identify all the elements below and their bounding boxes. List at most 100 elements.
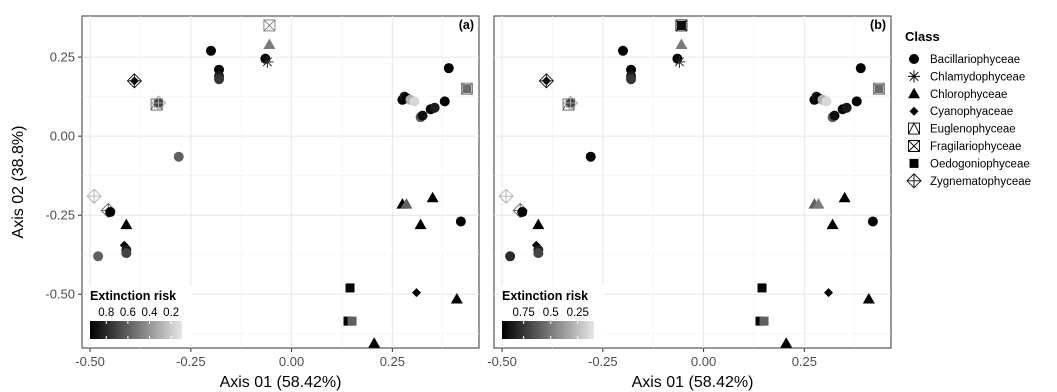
legend-key-triangle [908,87,920,99]
panel-a-y-axis-title: Axis 02 (38.8%) [10,126,27,239]
panel-b-point-circle [851,96,862,107]
panel-a-colorbar-gradient [90,321,182,339]
panel-a-point-triangle [400,198,413,209]
panel-a-point-circle [214,74,225,85]
panel-a-colorbar: Extinction risk 0.8 0.6 0.4 0.2 [86,286,192,344]
legend-key-circle [909,54,919,64]
panel-a-label: (a) [459,18,474,32]
legend-key-square [909,158,919,168]
panel-b-colorbar-tick-label: 0.25 [567,307,589,319]
panel-b-colorbar-title: Extinction risk [502,289,588,303]
panel-b-point-fragsquare [675,19,688,32]
panel-b-point-triangle [812,198,825,209]
panel-b-colorbar-tick-label: 0.75 [512,307,534,319]
panel-a-point-triangle [450,292,463,304]
panel-b-point-triangle [826,218,839,230]
legend-title: Class [905,29,940,44]
panel-b-point-triangle [780,337,793,348]
panel-a-point-triangle [368,337,381,348]
panel-b-x-tick-label: -0.50 [487,354,517,369]
panel-a-points [86,19,473,348]
legend-item-label: Bacillariophyceae [930,54,1020,66]
panel-a-point-circle [455,216,466,227]
panel-a-x-axis-title: Axis 01 (58.42%) [220,374,342,391]
panel-b-point-triangle [532,218,545,230]
panel-b-point-square [757,283,767,293]
panel-b-colorbar-ticks: 0.75 0.5 0.25 [512,307,589,339]
panel-a-point-square [345,283,355,293]
panel-a-point-circle [429,102,440,113]
panel-b-point-zygdiamond [498,188,514,204]
legend-item-label: Fragilariophyceae [930,141,1021,153]
legend-key-asterisk [908,70,920,83]
panel-a-point-asterisk [261,55,274,68]
panel-b-point-circle [626,74,637,85]
panel-a-point-circle [121,248,132,259]
panel-a-x-tick-label: -0.25 [176,354,206,369]
panel-b-grid [494,16,891,348]
panel-b-points [498,19,885,348]
panel-b-colorbar-tick-label: 0.5 [543,307,559,319]
panel-b-point-zygdiamond [538,73,555,89]
panel-b-point-circle [841,102,852,113]
panel-a-point-circle [443,63,454,74]
panel-b: (b) -0.50 -0.25 0.00 0.25 Axis 01 (58.42%) … [487,15,892,391]
panel-b-point-circle [617,45,628,56]
panel-a-x-tick-label: 0.25 [380,354,405,369]
class-legend: Class Bacillariophyceae Chlamydophyceae Ch… [905,29,1031,189]
panel-b-point-circle [829,110,840,121]
panel-a-point-triangle [426,191,439,203]
panel-a-point-circle [417,110,428,121]
panel-a-colorbar-tick-label: 0.2 [163,307,179,319]
panel-a-colorbar-ticks: 0.8 0.6 0.4 0.2 [98,307,179,339]
panel-b-point-diamond [824,288,834,298]
panel-b-x-ticks: -0.50 -0.25 0.00 0.25 [487,348,817,369]
panel-b-point-circle [855,63,866,74]
panel-a-point-triangle [263,38,276,49]
legend-item-label: Chlorophyceae [930,89,1007,101]
panel-b-point-triangle [862,292,875,304]
panel-a-point-diamond [412,288,422,298]
panel-a-x-tick-label: 0.00 [279,354,304,369]
panel-b-colorbar: Extinction risk 0.75 0.5 0.25 [498,286,604,344]
panel-b-point-fragsquare [872,82,885,95]
panel-a-point-circle [409,96,420,107]
panel-a-y-tick-label: -0.25 [45,208,75,223]
panel-b-point-circle [517,207,528,218]
panel-a-colorbar-tick-label: 0.6 [120,307,136,319]
panel-b-colorbar-gradient [502,321,594,339]
panel-a-point-circle [93,251,104,262]
panel-b-x-axis-title: Axis 01 (58.42%) [632,374,754,391]
panel-a-point-fragsquare [263,19,276,32]
legend-item-label: Chlamydophyceae [930,71,1025,83]
panel-a: (a) 0.250.00-0.25-0.50 -0.50 -0.25 0.00 0.2… [10,15,480,391]
panel-a-x-tick-label: -0.50 [75,354,105,369]
panel-b-point-circle [867,216,878,227]
panel-b-point-circle [505,251,516,262]
panel-a-y-ticks: 0.25 0.00 -0.25 -0.50 [45,50,82,302]
panel-a-colorbar-tick-label: 0.4 [142,307,159,319]
panel-a-point-zygdiamond [126,73,143,89]
panel-b-point-triangle [838,191,851,203]
panel-b-point-asterisk [673,55,686,68]
panel-b-x-tick-label: 0.00 [691,354,716,369]
legend-items: Bacillariophyceae Chlamydophyceae Chloroph… [906,54,1031,189]
panel-b-point-circle [533,248,544,259]
panel-a-point-square [347,316,357,326]
panel-a-point-circle [173,151,184,162]
legend-key-fragsquare [908,140,920,152]
panel-a-point-circle [205,45,216,56]
panel-a-point-zygdiamond [150,95,167,111]
panel-b-point-circle [585,151,596,162]
legend-item-label: Cyanophyaceae [930,106,1013,118]
legend-item-label: Euglenophyceae [930,124,1016,136]
panel-a-y-tick-label: -0.50 [45,287,75,302]
panel-b-label: (b) [870,18,886,32]
panel-b-point-triangle [675,38,688,49]
panel-a-y-tick-label: 0.00 [50,129,75,144]
legend-item-label: Oedogoniophyceae [930,158,1030,170]
legend-key-zygdiamond [906,173,922,189]
panel-a-y-tick-label: 0.25 [50,50,75,65]
panel-a-point-circle [105,207,116,218]
